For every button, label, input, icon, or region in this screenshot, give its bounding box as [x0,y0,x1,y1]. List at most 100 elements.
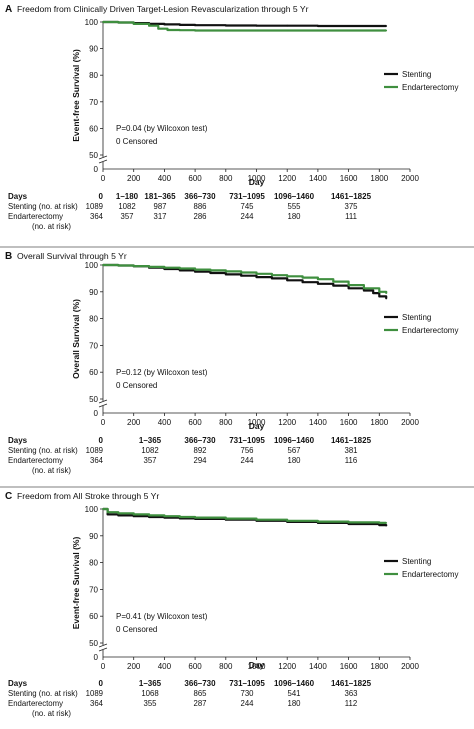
y-tick-label: 100 [85,505,99,514]
panel-b: B Overall Survival through 5 Yr 50 60 70 80 90… [0,246,474,475]
risk-table-header-cell: 731–1095 [229,679,265,688]
data-point-stenting [178,24,181,26]
risk-table-cell: 987 [153,202,166,211]
x-tick-label: 1600 [340,174,358,183]
data-point-endarterectomy [163,515,166,518]
axis-break-mark [98,399,108,408]
data-point-endarterectomy [385,29,388,32]
risk-table-header-cell: 1096–1460 [274,192,315,201]
risk-table-cell: 116 [345,456,357,465]
data-point-endarterectomy [194,268,197,271]
data-point-stenting [385,524,388,527]
data-point-endarterectomy [117,512,120,515]
risk-table-row-label: (no. at risk) [32,709,71,718]
x-tick-label: 1800 [370,174,388,183]
data-point-endarterectomy [102,508,104,510]
risk-table-row-label: Endarterectomy [8,456,63,465]
data-point-endarterectomy [378,290,381,293]
data-point-endarterectomy [102,264,104,266]
risk-table-cell: 1089 [86,446,103,455]
y-tick-label-zero: 0 [94,165,99,174]
risk-table-header-cell: 0 [99,679,104,688]
data-point-stenting [117,514,120,517]
risk-table-header-cell: 1461–1825 [331,679,372,688]
risk-table-cell: 180 [287,699,301,708]
y-tick-label: 50 [89,639,98,648]
y-tick-label: 100 [85,18,99,27]
risk-table-row-label: (no. at risk) [32,466,71,475]
risk-table-header-cell: 366–730 [184,679,216,688]
panel-letter: B [5,251,12,262]
data-point-stenting [332,284,335,287]
risk-table-header-cell: 1096–1460 [274,679,315,688]
data-point-endarterectomy [378,522,381,524]
risk-table-row-label: Stenting (no. at risk) [8,446,78,455]
risk-table-row-label: Stenting (no. at risk) [8,202,78,211]
y-tick-label: 90 [89,288,98,297]
panel-title: Freedom from Clinically Driven Target-Le… [17,4,309,14]
x-tick-label: 200 [127,174,141,183]
y-tick-label: 100 [85,261,99,270]
risk-table-cell: 364 [90,212,104,221]
data-point-endarterectomy [317,278,319,281]
risk-table-cell: 730 [240,689,254,698]
data-point-endarterectomy [106,511,109,514]
risk-table-cell: 381 [344,446,357,455]
risk-table-cell: 111 [345,212,357,221]
x-tick-label: 1800 [370,662,388,671]
x-tick-label: 400 [158,418,172,427]
series-line-endarterectomy [103,263,388,294]
data-point-endarterectomy [194,516,197,519]
risk-table-cell: 1089 [86,202,103,211]
x-tick-label: 1000 [248,662,266,671]
data-point-stenting [347,287,350,290]
data-point-endarterectomy [157,27,160,30]
x-tick-label: 1000 [248,418,266,427]
panel-title: Freedom from All Stroke through 5 Yr [17,491,159,501]
x-tick-label: 0 [101,174,106,183]
data-point-endarterectomy [347,521,350,524]
data-point-stenting [378,524,381,526]
data-point-endarterectomy [224,517,227,520]
x-axis-label: Day [249,177,265,187]
data-point-stenting [347,523,350,525]
data-point-stenting [317,282,319,285]
risk-table-cell: 865 [193,689,207,698]
risk-table-header-label: Days [8,192,28,201]
risk-table-cell: 244 [240,212,254,221]
risk-table-header-cell: 1–365 [139,436,162,445]
data-point-stenting [224,24,227,27]
risk-table-cell: 244 [240,456,254,465]
risk-table-cell: 1089 [86,689,103,698]
data-point-endarterectomy [132,265,135,267]
axis-break-mark [98,155,108,164]
data-point-stenting [194,24,197,27]
annotation-line: 0 Censored [116,137,157,146]
data-point-stenting [106,513,109,516]
y-tick-label: 80 [89,315,98,324]
risk-table-cell: 756 [240,446,253,455]
data-point-stenting [240,274,243,277]
y-tick-label: 60 [89,368,98,377]
risk-table-cell: 567 [287,446,300,455]
annotation-line: P=0.12 (by Wilcoxon test) [116,368,208,377]
y-axis-label: Overall Survival (%) [71,299,81,379]
x-tick-label: 800 [219,174,233,183]
x-tick-label: 800 [219,662,233,671]
data-point-endarterectomy [178,516,181,518]
data-point-endarterectomy [255,518,258,521]
risk-table-header-cell: 181–365 [144,192,176,201]
data-point-endarterectomy [194,29,197,32]
x-tick-label: 600 [188,662,202,671]
risk-table-header-label: Days [8,679,28,688]
y-axis-label: Event-free Survival (%) [71,49,81,142]
x-tick-label: 1600 [340,418,358,427]
data-point-stenting [372,292,375,294]
x-tick-label: 1600 [340,662,358,671]
data-point-endarterectomy [286,519,289,522]
x-tick-label: 1400 [309,662,327,671]
risk-table-row-label: Endarterectomy [8,699,63,708]
data-point-stenting [385,297,388,300]
risk-table-cell: 357 [120,212,133,221]
y-tick-label: 70 [89,341,98,350]
